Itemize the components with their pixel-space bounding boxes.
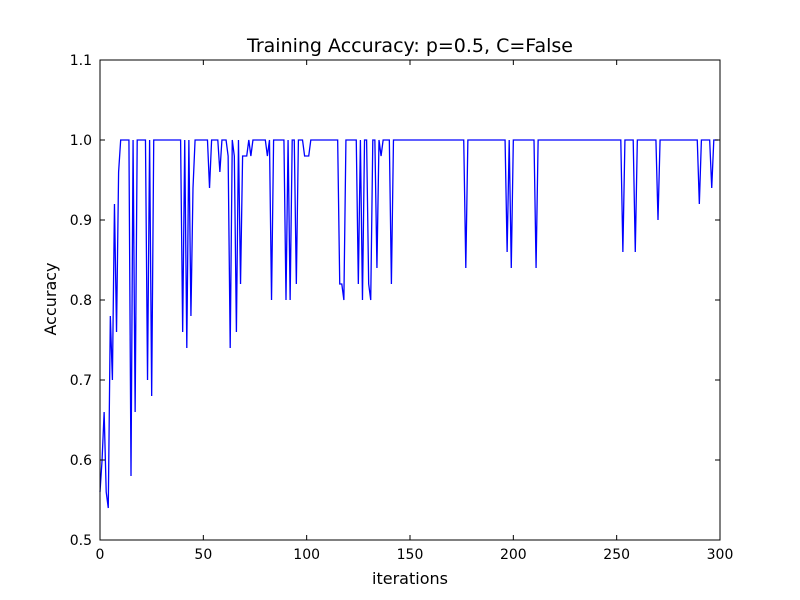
x-tick-label: 300 bbox=[707, 547, 734, 563]
x-tick-label: 0 bbox=[96, 547, 105, 563]
y-tick-label: 0.7 bbox=[70, 373, 92, 389]
y-tick-label: 0.8 bbox=[70, 293, 92, 309]
x-tick-label: 150 bbox=[397, 547, 424, 563]
y-tick-label: 0.9 bbox=[70, 213, 92, 229]
x-tick-label: 200 bbox=[500, 547, 527, 563]
x-tick-label: 250 bbox=[603, 547, 630, 563]
plot-area: 0 50 100 150 200 250 300 0.5 0.6 0.7 0.8 0.9 1.0 1.1 bbox=[70, 53, 734, 563]
y-tick-label: 1.0 bbox=[70, 133, 92, 149]
x-tick-label: 100 bbox=[293, 547, 320, 563]
series-line-0 bbox=[99, 139, 718, 509]
y-tick-label: 0.5 bbox=[70, 533, 92, 549]
y-tick-label: 0.6 bbox=[70, 453, 92, 469]
y-tick-label: 1.1 bbox=[70, 53, 92, 69]
y-axis-label: Accuracy bbox=[41, 262, 60, 335]
x-tick-label: 50 bbox=[194, 547, 212, 563]
x-axis-label: iterations bbox=[372, 569, 448, 588]
chart-title: Training Accuracy: p=0.5, C=False bbox=[246, 35, 573, 57]
